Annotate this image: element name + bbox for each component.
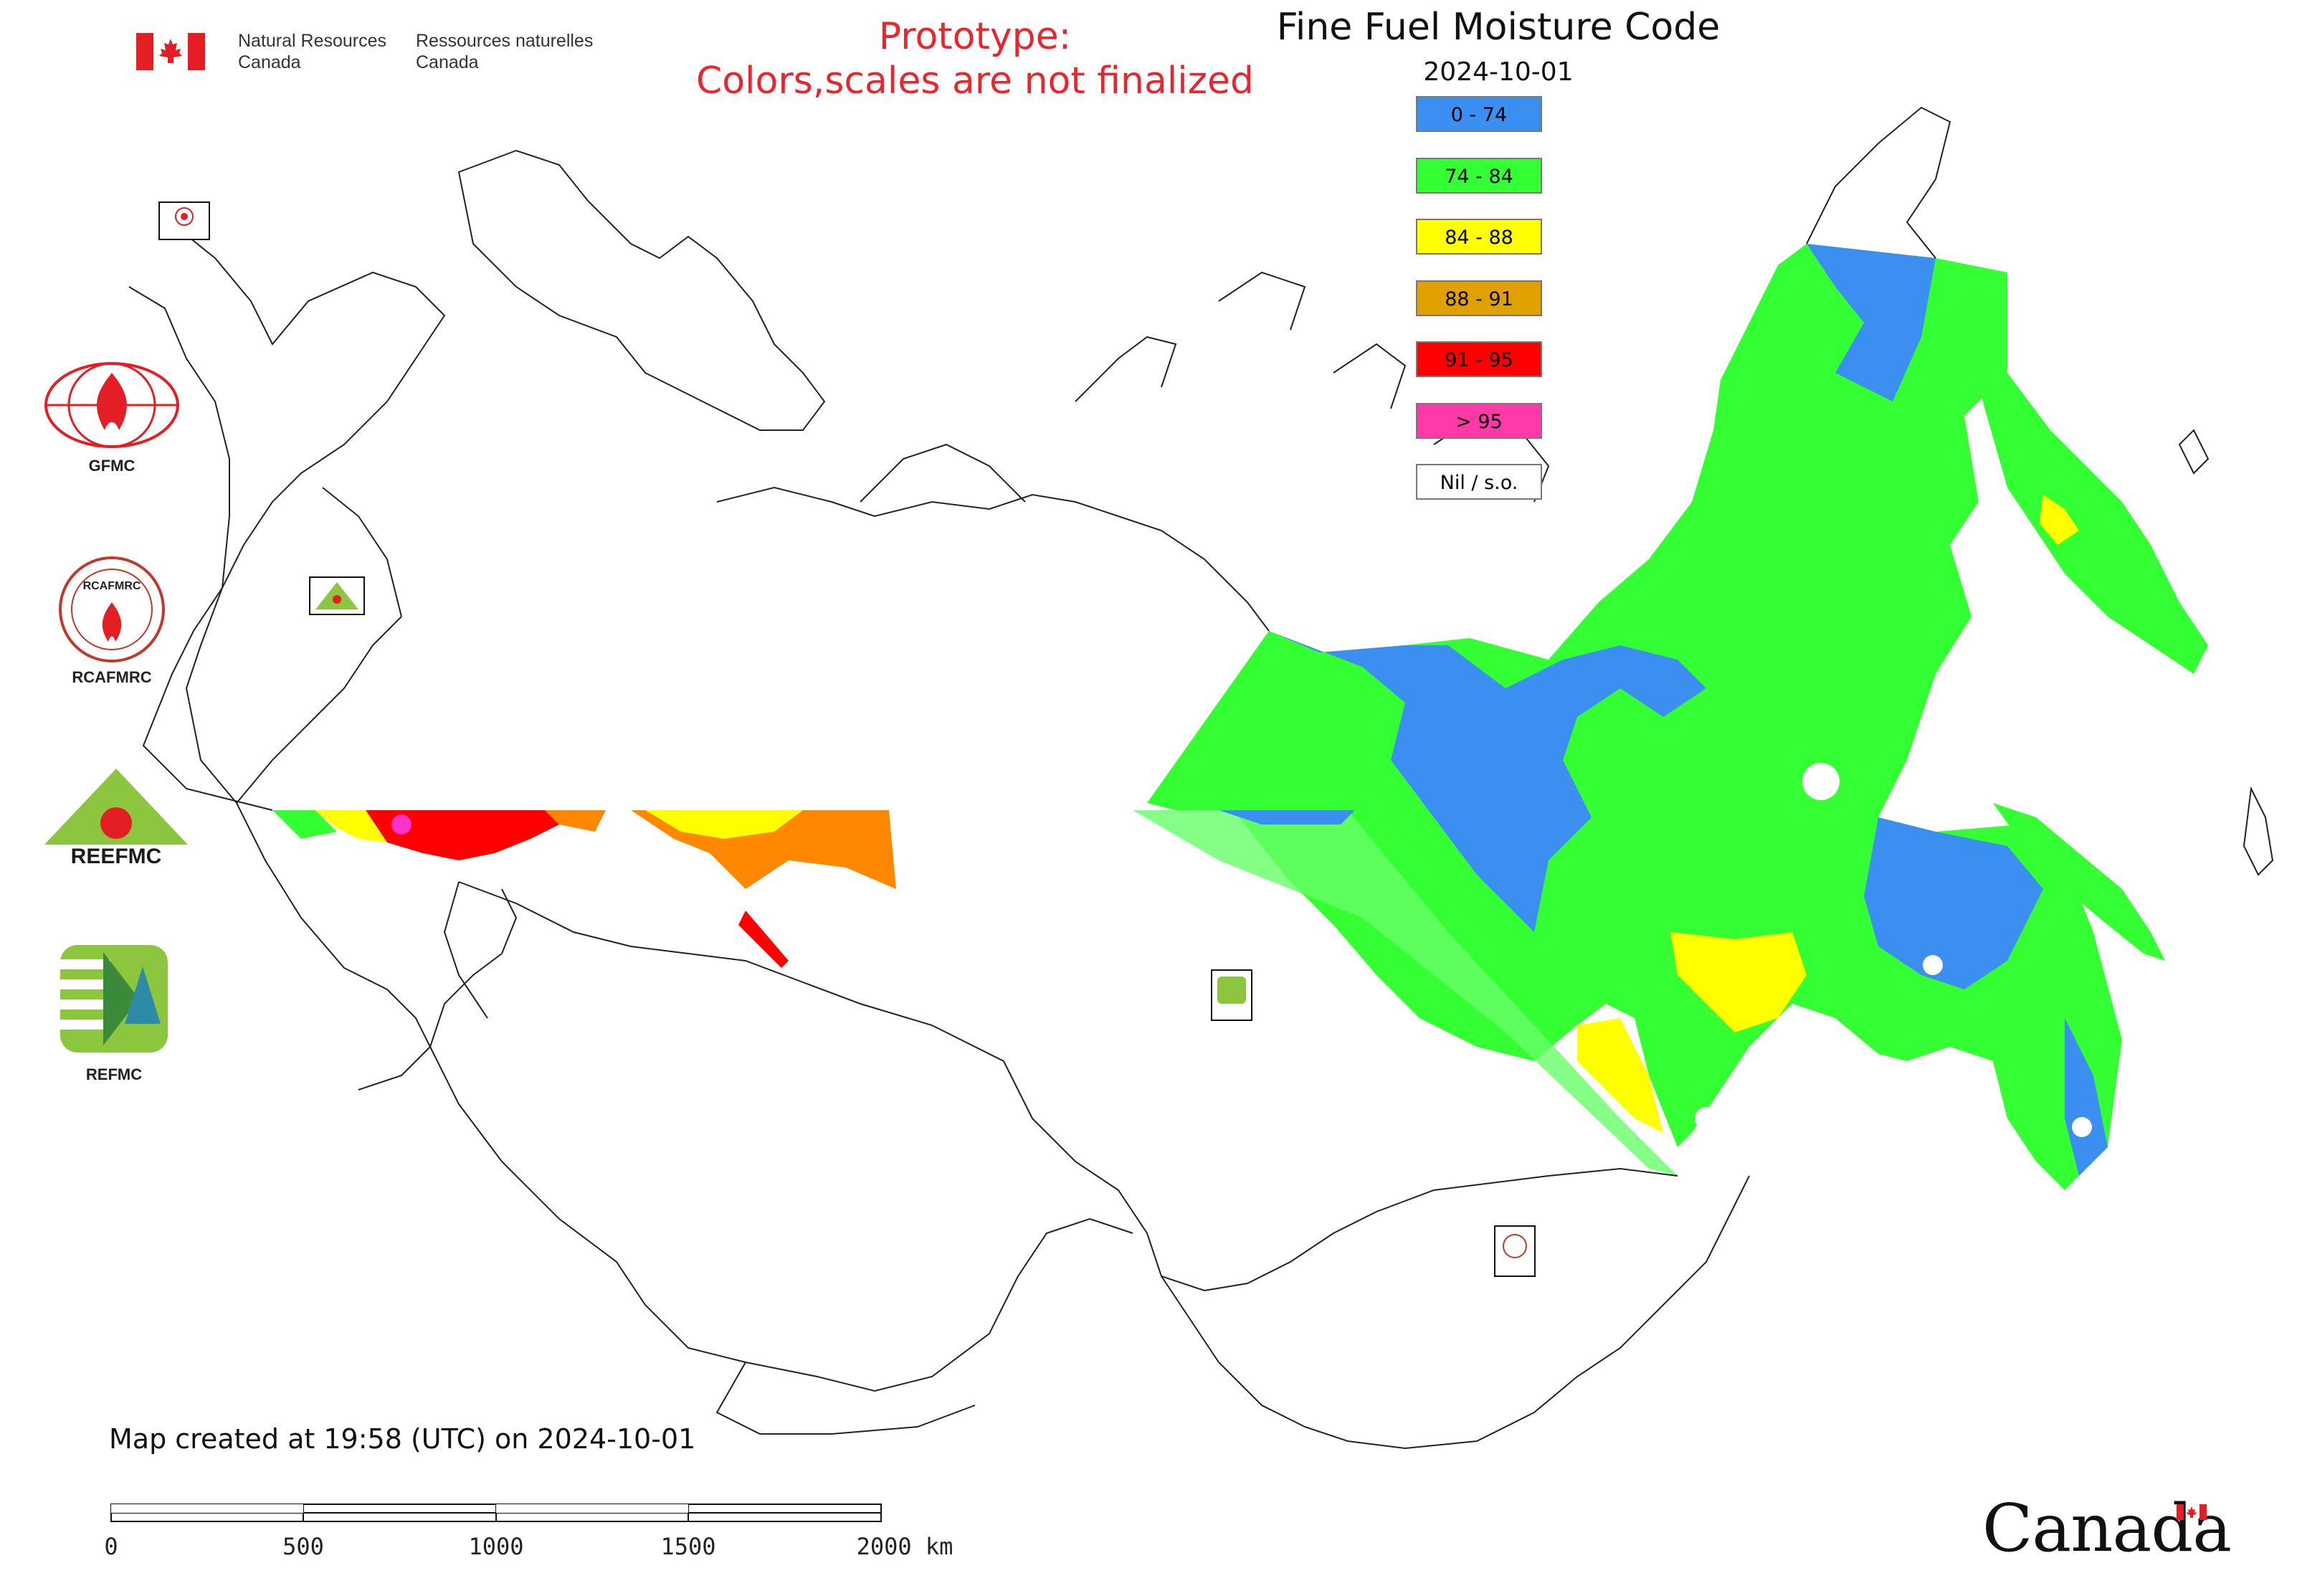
canada-flag-icon xyxy=(136,33,205,70)
country-borders xyxy=(128,106,2274,1450)
legend-item: > 95 xyxy=(1416,402,1542,439)
prototype-notice: Prototype: Colors,scales are not finaliz… xyxy=(695,15,1255,103)
outline-central-asia xyxy=(429,1046,1133,1392)
map-date: 2024-10-01 xyxy=(1423,57,1574,87)
scale-label-1000: 1000 xyxy=(468,1533,524,1560)
dept-name-en: Natural Resources Canada xyxy=(238,31,387,72)
outline-far-east-north xyxy=(1806,106,1951,259)
canada-wordmark: Canada xyxy=(1982,1490,2232,1567)
refmc-logo: REFMC xyxy=(60,945,204,1088)
legend-item: 74 - 84 xyxy=(1416,157,1542,194)
ffmc-band-red xyxy=(366,810,559,860)
scale-label-2000: 2000 km xyxy=(856,1533,953,1560)
ffmc-field-blue-central xyxy=(1269,631,1706,932)
svg-text:RCAFMRC: RCAFMRC xyxy=(83,580,141,592)
ffmc-field-green xyxy=(1147,244,2122,1190)
outline-internal-3 xyxy=(443,881,488,1019)
ffmc-field-blue-south xyxy=(2065,1018,2108,1176)
legend-item: 91 - 95 xyxy=(1416,341,1542,377)
legend-item: 88 - 91 xyxy=(1416,280,1542,316)
outline-mongolia xyxy=(1161,1175,1750,1450)
outline-arctic-coast xyxy=(860,271,1550,503)
outline-arctic-islands xyxy=(457,149,826,431)
map-logo-rcafmrc xyxy=(1494,1225,1536,1277)
outline-scandinavia xyxy=(142,229,446,811)
ffmc-band-blue-edge xyxy=(1219,810,1355,825)
ffmc-band-green xyxy=(272,810,337,839)
outline-internal-1 xyxy=(236,616,402,804)
ffmc-field-island xyxy=(1993,803,2165,961)
outline-russia-main xyxy=(716,486,1270,632)
reefmc-logo: REEFMC xyxy=(37,766,195,873)
ffmc-field-blue-north xyxy=(1807,244,1936,402)
ffmc-field-peninsula xyxy=(1979,373,2208,674)
ffmc-band-yellow xyxy=(315,810,387,842)
legend-item: Nil / s.o. xyxy=(1416,464,1542,500)
outline-caspian xyxy=(429,888,518,1048)
map-title: Fine Fuel Moisture Code xyxy=(1276,6,1721,49)
outline-internal-2 xyxy=(322,487,402,617)
ffmc-band-green-stripes xyxy=(1133,810,1678,1176)
map-logo-reefmc xyxy=(309,576,365,615)
ffmc-band-yellow-2 xyxy=(645,810,803,839)
ffmc-field-yellow-mid xyxy=(1670,932,1807,1032)
ffmc-band-orange xyxy=(545,810,606,832)
ffmc-field-yellow-south xyxy=(1577,1018,1663,1133)
dept-name-fr: Ressources naturelles Canada xyxy=(416,31,594,72)
outline-china-edge xyxy=(715,1362,976,1435)
refmc-label: REFMC xyxy=(85,1065,143,1083)
ffmc-field-blue-east xyxy=(1864,817,2043,989)
no-data-spot xyxy=(1695,1107,1718,1130)
rcafmrc-label: RCAFMRC xyxy=(72,668,152,686)
gfmc-label: GFMC xyxy=(88,457,135,475)
creation-timestamp: Map created at 19:58 (UTC) on 2024-10-01 xyxy=(109,1423,696,1455)
scale-bar xyxy=(110,1504,882,1522)
reefmc-label: REEFMC xyxy=(71,845,162,868)
legend-item: 0 - 74 xyxy=(1416,96,1542,132)
no-data-spot xyxy=(1802,763,1840,800)
rcafmrc-logo: RCAFMRC RCAFMRC xyxy=(40,552,184,695)
no-data-spot xyxy=(2072,1117,2092,1137)
scale-label-500: 500 xyxy=(282,1533,324,1560)
outline-kazakhstan xyxy=(458,881,1678,1292)
ffmc-field-east xyxy=(1147,244,2208,1190)
legend-item: 84 - 88 xyxy=(1416,219,1542,255)
map-logo-gfmc xyxy=(158,201,210,240)
scale-label-1500: 1500 xyxy=(660,1533,716,1560)
ffmc-band-magenta xyxy=(391,814,412,835)
ffmc-field-peninsula-yellow xyxy=(2040,495,2079,545)
map-logo-refmc xyxy=(1211,969,1252,1021)
no-data-spot xyxy=(1923,955,1943,975)
outline-europe-west xyxy=(128,286,432,1091)
scale-label-0: 0 xyxy=(104,1533,118,1560)
wordmark-flag-icon xyxy=(2177,1504,2207,1520)
ffmc-band-red-2 xyxy=(738,911,789,968)
ffmc-band-west xyxy=(272,810,1678,1176)
nrcan-signature: Natural Resources Canada Ressources natu… xyxy=(136,30,595,80)
gfmc-logo: GFMC xyxy=(40,362,184,484)
outline-islands-east xyxy=(2178,429,2274,876)
